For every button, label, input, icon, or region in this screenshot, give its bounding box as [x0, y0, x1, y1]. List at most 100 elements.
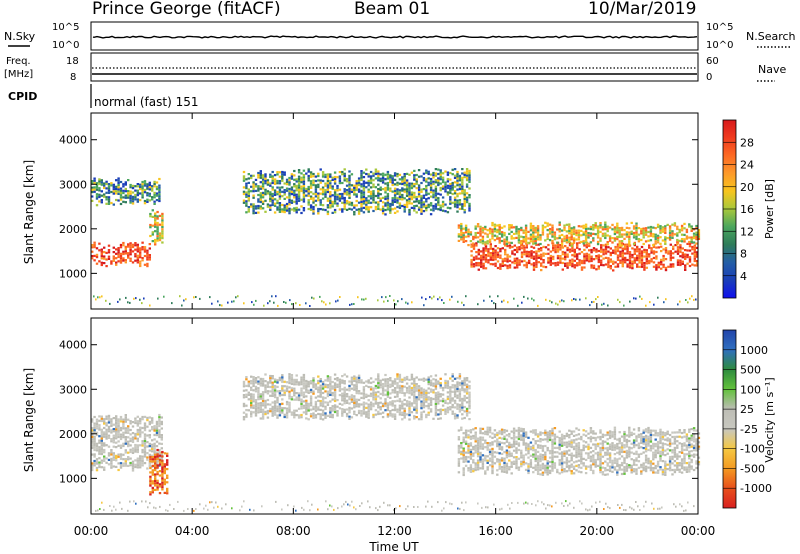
data-cell: [499, 250, 502, 253]
data-cell: [112, 423, 115, 426]
data-cell: [124, 259, 127, 262]
data-cell: [283, 415, 286, 419]
data-cell: [290, 376, 294, 379]
data-cell: [510, 463, 513, 466]
data-cell: [341, 379, 344, 382]
data-cell: [441, 187, 445, 190]
data-cell: [676, 227, 679, 231]
data-cell: [539, 238, 542, 241]
data-cell: [377, 384, 380, 387]
data-cell: [100, 461, 103, 464]
data-cell: [372, 172, 375, 175]
data-cell: [281, 173, 284, 176]
data-cell: [105, 444, 108, 447]
data-cell: [122, 196, 125, 199]
data-cell: [285, 207, 289, 210]
data-cell: [314, 385, 318, 388]
data-cell: [475, 257, 478, 260]
data-cell: [654, 227, 657, 230]
data-cell: [105, 461, 108, 464]
data-cell: [510, 445, 513, 449]
data-cell: [283, 182, 286, 185]
data-cell: [158, 433, 161, 436]
data-cell: [552, 244, 555, 247]
data-cell: [331, 211, 334, 214]
data-cell: [470, 265, 473, 268]
data-cell: [343, 391, 346, 394]
data-cell: [458, 207, 462, 210]
data-cell: [520, 247, 524, 250]
data-cell: [158, 416, 161, 419]
data-cell: [513, 259, 516, 263]
data-cell: [693, 244, 696, 247]
data-cell: [273, 385, 277, 388]
data-cell: [663, 301, 665, 304]
data-cell: [685, 235, 689, 238]
data-cell: [119, 194, 123, 197]
data-cell: [331, 176, 334, 179]
data-cell: [429, 381, 433, 384]
data-cell: [505, 429, 509, 432]
data-cell: [103, 422, 106, 425]
data-cell: [500, 470, 504, 473]
data-cell: [377, 172, 380, 175]
data-cell: [626, 247, 629, 251]
freq-frame: [90, 52, 699, 82]
data-cell: [405, 413, 409, 416]
data-cell: [568, 225, 571, 228]
data-cell: [396, 373, 399, 376]
data-cell: [429, 204, 433, 207]
nave-label: Nave: [758, 63, 786, 76]
data-cell: [628, 238, 631, 241]
data-cell: [326, 390, 330, 393]
data-cell: [381, 402, 385, 405]
data-cell: [269, 403, 272, 406]
data-cell: [273, 402, 277, 405]
data-cell: [357, 210, 361, 213]
data-cell: [158, 197, 161, 200]
data-cell: [505, 240, 509, 243]
data-cell: [134, 189, 137, 192]
data-cell: [276, 173, 279, 176]
data-cell: [437, 400, 440, 403]
data-cell: [319, 168, 322, 171]
data-cell: [508, 224, 511, 227]
data-cell: [149, 484, 152, 487]
data-cell: [696, 255, 699, 258]
data-cell: [362, 195, 366, 198]
data-cell: [372, 396, 375, 399]
data-cell: [129, 251, 132, 254]
data-cell: [405, 186, 409, 189]
data-cell: [422, 177, 426, 180]
data-cell: [655, 266, 658, 269]
data-cell: [160, 416, 163, 419]
data-cell: [300, 416, 303, 419]
data-cell: [107, 255, 111, 258]
data-cell: [100, 450, 103, 453]
data-cell: [628, 259, 632, 262]
data-cell: [148, 247, 151, 250]
data-cell: [343, 174, 346, 178]
data-cell: [588, 258, 591, 261]
data-cell: [408, 186, 411, 190]
data-cell: [297, 383, 301, 386]
data-cell: [460, 233, 463, 237]
data-cell: [458, 381, 462, 384]
data-cell: [648, 244, 651, 247]
data-cell: [619, 261, 622, 264]
data-cell: [290, 380, 294, 383]
data-cell: [151, 231, 154, 234]
data-cell: [657, 263, 660, 267]
data-cell: [504, 251, 507, 254]
data-cell: [595, 255, 598, 258]
data-cell: [449, 200, 452, 203]
data-cell: [307, 407, 310, 410]
data-cell: [429, 184, 433, 187]
data-cell: [505, 434, 509, 437]
data-cell: [336, 410, 339, 413]
data-cell: [143, 444, 147, 447]
data-cell: [604, 243, 608, 246]
data-cell: [672, 263, 675, 266]
data-cell: [259, 404, 262, 407]
data-cell: [427, 205, 430, 209]
